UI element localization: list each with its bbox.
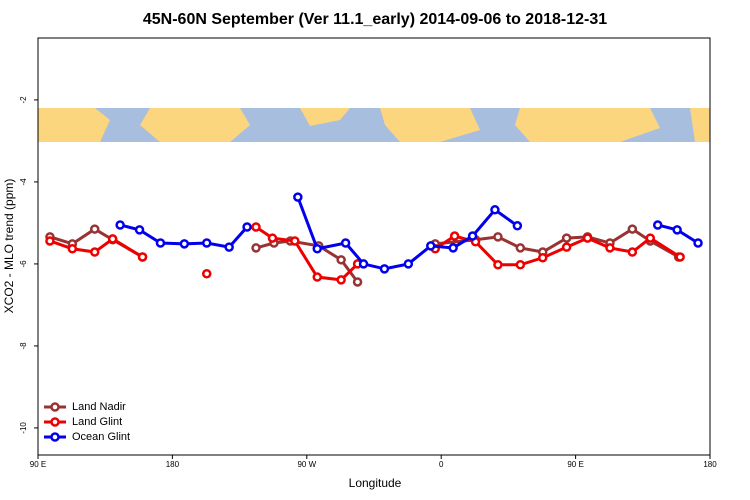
point	[251, 243, 261, 253]
point	[340, 238, 351, 248]
legend-label: Land Nadir	[72, 401, 126, 413]
legend-marker	[50, 402, 60, 412]
x-tick-label: 0	[439, 460, 444, 469]
point	[358, 259, 369, 269]
chart-title: 45N-60N September (Ver 11.1_early) 2014-…	[143, 11, 607, 28]
point	[512, 221, 523, 231]
point	[403, 259, 414, 269]
point	[448, 243, 458, 253]
point	[645, 233, 656, 243]
point	[293, 192, 303, 202]
map-strip	[38, 108, 710, 142]
point	[352, 277, 363, 287]
x-tick-label: 180	[703, 460, 717, 469]
point	[672, 225, 682, 235]
point	[137, 252, 148, 262]
point	[267, 233, 278, 243]
point	[312, 272, 323, 282]
x-axis-label: Longitude	[349, 476, 402, 490]
point	[493, 232, 503, 242]
y-tick-label: -2	[19, 96, 28, 104]
point	[627, 224, 638, 234]
y-tick-label: -8	[19, 342, 28, 350]
point	[89, 247, 100, 257]
point	[89, 224, 100, 234]
legend-marker	[50, 417, 60, 427]
point	[336, 255, 346, 265]
point	[582, 233, 593, 243]
y-tick-label: -10	[19, 422, 28, 434]
point	[515, 259, 526, 270]
point	[155, 238, 166, 248]
point	[45, 236, 55, 246]
point	[67, 244, 78, 254]
point	[312, 244, 323, 254]
point	[515, 243, 526, 253]
point	[134, 225, 145, 235]
point	[490, 205, 500, 215]
point	[467, 231, 478, 241]
point	[115, 220, 125, 230]
point	[224, 242, 234, 252]
point	[242, 222, 252, 232]
point	[290, 236, 300, 246]
point	[425, 241, 436, 251]
point	[537, 253, 548, 263]
point	[449, 231, 460, 241]
legend-label: Ocean Glint	[72, 431, 130, 443]
point	[561, 233, 572, 243]
point	[605, 243, 615, 253]
point	[627, 247, 638, 257]
y-tick-label: -6	[19, 260, 28, 268]
point	[493, 259, 503, 270]
x-tick-label: 90 E	[30, 460, 46, 469]
point	[107, 234, 118, 244]
point	[201, 269, 212, 279]
x-tick-label: 90 E	[567, 460, 583, 469]
legend-marker	[50, 432, 60, 442]
plot-frame	[37, 37, 711, 456]
point	[336, 275, 346, 285]
point	[179, 239, 190, 249]
point	[693, 238, 703, 248]
x-tick-label: 180	[166, 460, 180, 469]
point	[652, 220, 663, 230]
y-axis-label: XCO2 - MLO trend (ppm)	[2, 179, 16, 314]
point	[251, 222, 261, 232]
x-tick-label: 90 W	[297, 460, 316, 469]
point	[561, 242, 572, 252]
y-tick-label: -4	[19, 178, 28, 186]
point	[379, 264, 390, 274]
point	[201, 238, 212, 248]
series-line	[119, 196, 699, 271]
point	[675, 252, 685, 262]
legend-label: Land Glint	[72, 416, 122, 428]
